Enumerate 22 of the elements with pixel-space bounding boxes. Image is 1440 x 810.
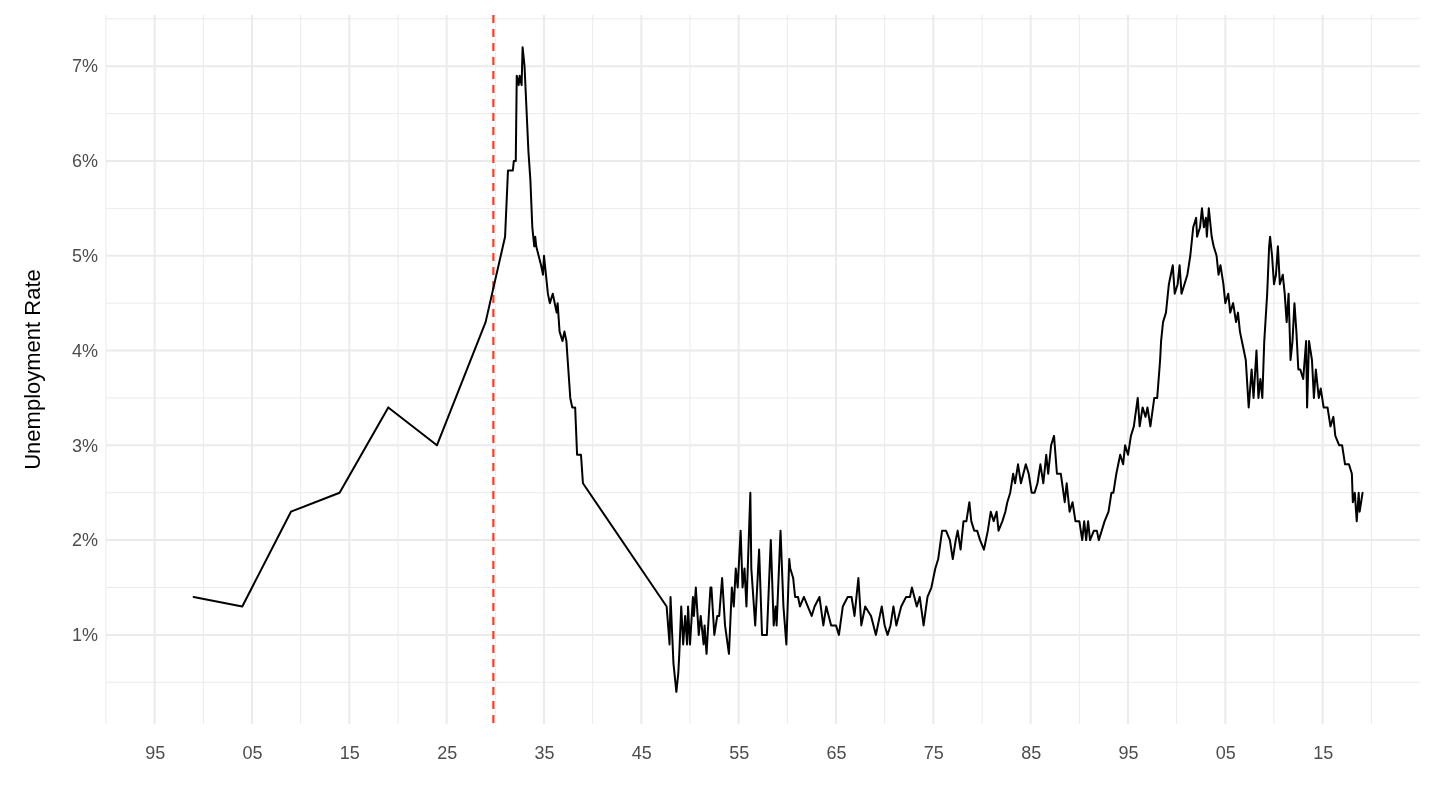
x-tick-label: 65 <box>826 742 847 763</box>
y-tick-label: 6% <box>71 151 98 172</box>
y-tick-label: 7% <box>71 56 98 77</box>
x-tick-label: 15 <box>339 742 360 763</box>
x-tick-label: 05 <box>242 742 263 763</box>
x-tick-label: 25 <box>437 742 458 763</box>
line-series <box>192 46 1364 693</box>
x-tick-label: 35 <box>534 742 555 763</box>
x-tick-label: 15 <box>1313 742 1334 763</box>
x-tick-label: 45 <box>631 742 652 763</box>
x-tick-label: 05 <box>1215 742 1236 763</box>
y-tick-label: 2% <box>71 530 98 551</box>
y-tick-label: 5% <box>71 246 98 267</box>
x-tick-label: 55 <box>729 742 750 763</box>
y-axis-title: Unemployment Rate <box>20 269 45 470</box>
y-tick-label: 1% <box>71 625 98 646</box>
x-tick-label: 95 <box>145 742 166 763</box>
x-tick-label: 95 <box>1118 742 1139 763</box>
x-tick-label: 85 <box>1021 742 1042 763</box>
y-tick-label: 3% <box>71 435 98 456</box>
y-tick-label: 4% <box>71 340 98 361</box>
x-tick-label: 75 <box>923 742 944 763</box>
